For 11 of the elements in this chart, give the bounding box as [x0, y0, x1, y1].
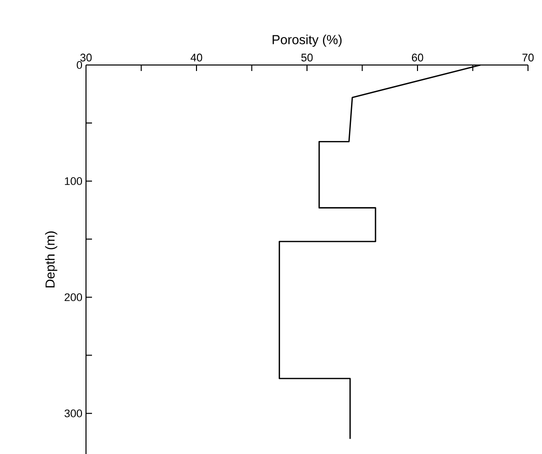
x-tick-label: 70	[522, 54, 534, 62]
y-tick-label: 200	[64, 293, 82, 302]
x-tick-label: 30	[80, 54, 92, 62]
x-tick-label: 60	[412, 54, 424, 62]
y-tick-label: 300	[64, 409, 82, 418]
x-axis-title: Porosity (%)	[272, 34, 342, 47]
y-tick-label: 100	[64, 177, 82, 186]
y-tick-label: 0	[76, 61, 82, 69]
y-axis-title: Depth (m)	[45, 231, 58, 288]
x-tick-label: 40	[190, 54, 202, 62]
x-tick-label: 50	[301, 54, 313, 62]
